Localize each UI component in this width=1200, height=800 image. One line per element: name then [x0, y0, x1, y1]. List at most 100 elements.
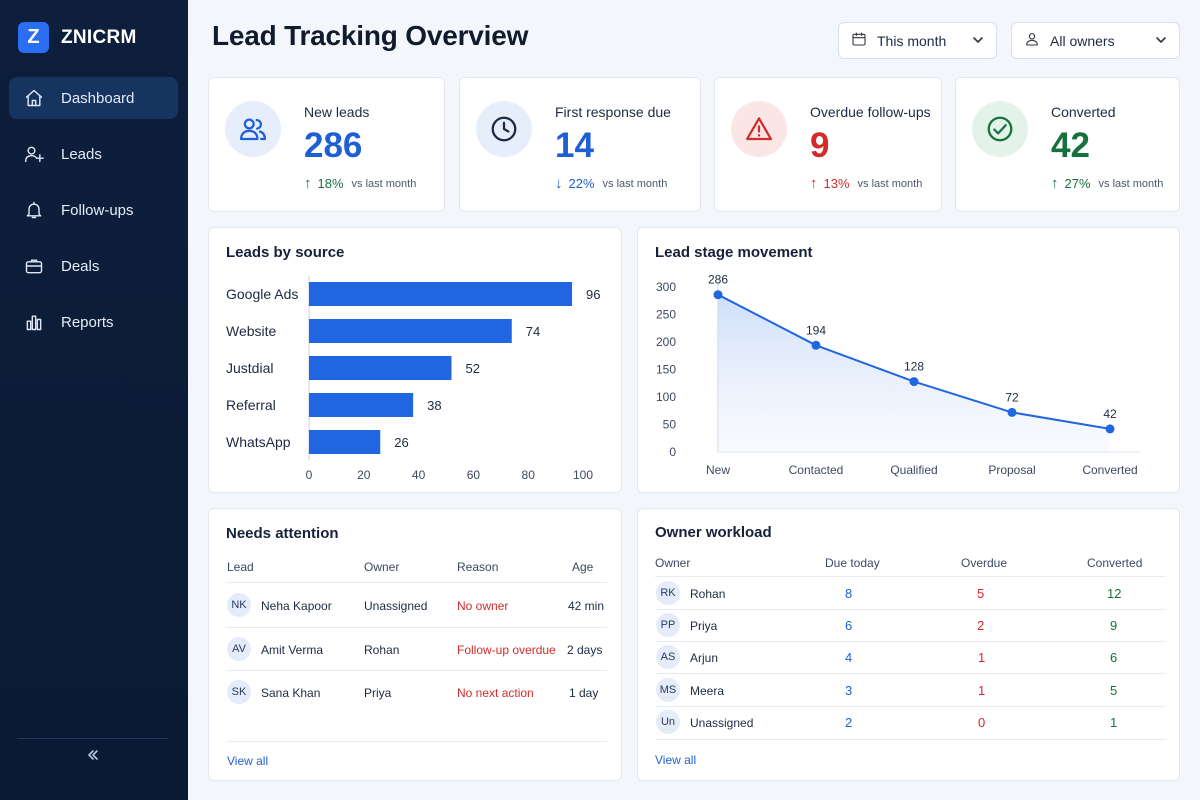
column-header-reason: Reason: [457, 560, 499, 574]
leads-by-source-chart: Google Ads 96 Website 74 Justdial 52 Referral 3…: [226, 276, 601, 482]
avatar: RK: [656, 581, 680, 605]
arrow-up-icon: ↑: [304, 175, 312, 192]
kpi-trend-percent: 18%: [317, 176, 344, 191]
row-divider: [655, 576, 1165, 577]
sidebar-item-dashboard[interactable]: Dashboard: [9, 77, 178, 119]
kpi-label: First response due: [555, 104, 671, 120]
sidebar-item-deals[interactable]: Deals: [9, 245, 178, 287]
sidebar-item-follow-ups[interactable]: Follow-ups: [9, 189, 178, 231]
owner-filter-dropdown[interactable]: All owners: [1011, 22, 1180, 59]
row-divider: [655, 706, 1165, 707]
x-tick-label: Converted: [1082, 463, 1137, 477]
lead-stage-movement-chart: 0 50 100 150 200 250 300 286 New 194 Contacted 128 Q…: [656, 273, 1140, 477]
owner-name: Unassigned: [690, 716, 754, 730]
row-divider: [655, 609, 1165, 610]
double-chevron-left-icon: [86, 748, 100, 767]
view-all-link[interactable]: View all: [655, 753, 697, 767]
sidebar-item-leads[interactable]: Leads: [9, 133, 178, 175]
kpi-card-overdue-follow-ups[interactable]: Overdue follow-ups 9 ↑ 13% vs last month: [714, 77, 942, 212]
lead-age: 42 min: [568, 599, 605, 613]
data-point: [909, 377, 919, 387]
avatar: AS: [656, 645, 680, 669]
card-title: Lead stage movement: [655, 244, 813, 261]
data-point: [1105, 424, 1115, 434]
bar-category-label: Justdial: [226, 360, 273, 376]
calendar-icon: [851, 31, 867, 50]
x-tick-label: 80: [522, 468, 536, 482]
leads-by-source-card: Leads by source Google Ads 96 Website 74 Jus…: [208, 227, 622, 493]
lead-reason: No owner: [457, 599, 509, 613]
overdue-count: 1: [978, 650, 986, 665]
brand[interactable]: Z ZNICRM: [18, 22, 137, 53]
card-title: Needs attention: [226, 525, 339, 542]
row-divider: [227, 670, 607, 671]
period-filter-dropdown[interactable]: This month: [838, 22, 997, 59]
data-point: [811, 340, 821, 350]
y-tick-label: 50: [663, 418, 677, 432]
x-tick-label: 100: [573, 468, 593, 482]
home-icon: [23, 87, 45, 109]
avatar: AV: [227, 637, 251, 661]
lead-age: 1 day: [569, 686, 599, 700]
kpi-card-first-response-due[interactable]: First response due 14 ↓ 22% vs last mont…: [459, 77, 701, 212]
bar: [309, 430, 381, 454]
data-label: 128: [904, 360, 924, 374]
chevron-down-icon: [1155, 33, 1167, 49]
owner-workload-card: Owner workload Owner Due today Overdue C…: [637, 508, 1180, 781]
user-icon: [1024, 31, 1040, 50]
kpi-value: 9: [810, 126, 830, 165]
x-tick-label: Qualified: [890, 463, 937, 477]
column-header-age: Age: [572, 560, 594, 574]
sidebar-item-label: Reports: [61, 313, 114, 331]
bar-category-label: WhatsApp: [226, 434, 291, 450]
column-header-owner: Owner: [364, 560, 400, 574]
kpi-label: Converted: [1051, 104, 1116, 120]
bar-chart-icon: [23, 311, 45, 333]
collapse-sidebar-button[interactable]: [82, 746, 104, 768]
owner-name: Rohan: [690, 587, 726, 601]
needs-attention-card: Needs attention Lead Owner Reason Age NK…: [208, 508, 622, 781]
y-tick-label: 0: [669, 445, 676, 459]
kpi-trend: ↑ 13% vs last month: [810, 175, 922, 192]
kpi-card-new-leads[interactable]: New leads 286 ↑ 18% vs last month: [208, 77, 445, 212]
data-label: 286: [708, 273, 728, 287]
avatar: Un: [656, 710, 680, 734]
kpi-card-converted[interactable]: Converted 42 ↑ 27% vs last month: [955, 77, 1180, 212]
overdue-count: 2: [977, 618, 985, 633]
lead-name: Neha Kapoor: [261, 599, 332, 613]
clock-icon: [476, 101, 532, 157]
data-label: 72: [1005, 390, 1019, 404]
overdue-count: 5: [977, 586, 985, 601]
lead-reason: Follow-up overdue: [457, 643, 556, 657]
period-filter-value: This month: [877, 32, 947, 49]
sidebar-nav: Dashboard Leads Follow-ups Deals Reports: [9, 77, 178, 357]
x-tick-label: Contacted: [789, 463, 844, 477]
sidebar-item-reports[interactable]: Reports: [9, 301, 178, 343]
converted-count: 9: [1110, 618, 1118, 633]
bar-category-label: Google Ads: [226, 286, 298, 302]
row-divider: [655, 739, 1165, 740]
arrow-down-icon: ↓: [555, 175, 563, 192]
view-all-link[interactable]: View all: [227, 754, 269, 768]
y-tick-label: 200: [656, 335, 676, 349]
arrow-up-icon: ↑: [810, 175, 818, 192]
row-divider: [227, 627, 607, 628]
column-header-lead: Lead: [227, 560, 254, 574]
bar-category-label: Referral: [226, 397, 276, 413]
kpi-trend-percent: 22%: [568, 176, 595, 191]
data-point: [1007, 407, 1017, 417]
column-header-converted: Converted: [1087, 556, 1143, 570]
overdue-count: 0: [978, 715, 986, 730]
data-point: [713, 290, 723, 300]
brand-name: ZNICRM: [61, 26, 137, 48]
due-today-count: 2: [845, 715, 853, 730]
due-today-count: 3: [845, 683, 853, 698]
due-today-count: 4: [845, 650, 853, 665]
user-plus-icon: [23, 143, 45, 165]
lead-name: Amit Verma: [261, 643, 324, 657]
x-tick-label: 20: [357, 468, 371, 482]
lead-stage-movement-card: Lead stage movement 0 50 100 150 200 250 300 28…: [637, 227, 1180, 493]
due-today-count: 8: [845, 586, 853, 601]
owner-name: Priya: [690, 619, 718, 633]
bar-value-label: 96: [586, 287, 600, 302]
